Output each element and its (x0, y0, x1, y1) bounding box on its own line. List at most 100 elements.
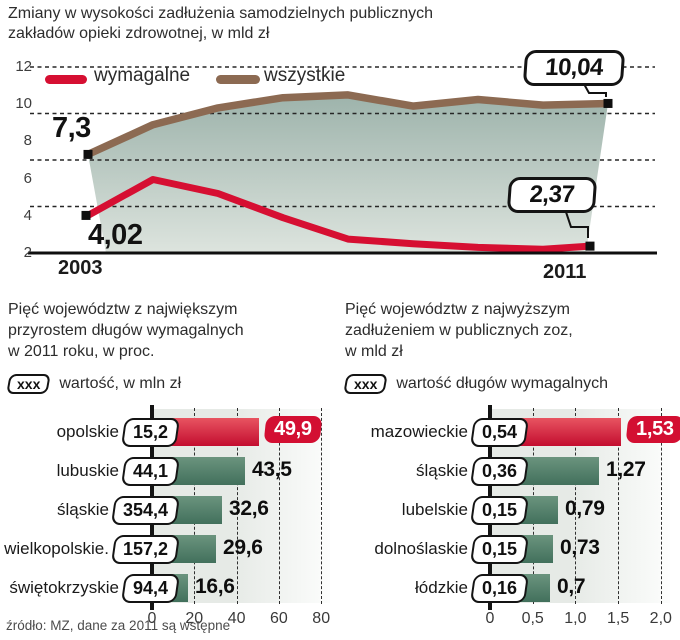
gridline (278, 408, 280, 604)
x-tick-label: 0 (485, 610, 495, 627)
category-label: śląskie (56, 500, 109, 519)
bar-value: 1,27 (606, 458, 646, 481)
bar-value: 0,79 (565, 497, 605, 520)
row-label-group: śląskie 354,4 (56, 493, 181, 527)
y-tick-label: 4 (23, 206, 32, 224)
value-tag: 0,16 (469, 573, 530, 603)
row-label-group: świętokrzyskie 94,4 (9, 571, 181, 605)
tag-value: 354,4 (122, 499, 168, 520)
bar-value: 43,5 (252, 458, 292, 481)
bar-value: 29,6 (223, 536, 263, 559)
x-tick-label: 1,5 (606, 610, 630, 627)
point-marker (603, 98, 613, 108)
legend-swatch-wszystkie (216, 75, 260, 84)
left-chart-subtitle: Pięć województw z największym przyrostem… (8, 301, 244, 361)
value-tag: 354,4 (110, 495, 181, 525)
bar-value: 0,73 (560, 536, 600, 559)
gridline (575, 408, 577, 604)
category-label: świętokrzyskie (9, 578, 119, 597)
value-tag: 94,4 (120, 573, 181, 603)
category-label: łódzkie (415, 578, 468, 597)
value-tag: 0,36 (469, 456, 530, 486)
bar-chart-przyrost-dlugow: opolskie 15,2 49,9 lubuskie 44,1 43,5 śląskie 3… (0, 405, 340, 640)
legend-label-wszystkie: wszystkie (264, 65, 346, 86)
tag-value: 94,4 (132, 577, 168, 598)
row-label-group: mazowieckie 0,54 (370, 415, 530, 449)
x-tick-label: 40 (227, 610, 246, 627)
bar-value: 32,6 (229, 497, 269, 520)
x-tick-label: 2,0 (649, 610, 672, 627)
gridline (321, 408, 323, 604)
bar-value: 16,6 (195, 575, 235, 598)
tag-value: 0,36 (481, 460, 517, 481)
left-chart-legend: xxx wartość, w mln zł (6, 374, 182, 394)
category-label: wielkopolskie. (4, 539, 109, 558)
tag-value: 44,1 (132, 460, 168, 481)
xxx-tag-icon: xxx (6, 374, 52, 394)
bar-value: 0,7 (557, 575, 586, 598)
x-tick-label: 1,0 (564, 610, 587, 627)
tag-value: 0,15 (481, 538, 517, 559)
y-tick-label: 10 (15, 95, 32, 113)
point-marker (585, 241, 595, 251)
bar-value: 1,53 (636, 418, 674, 440)
tag-value: 0,15 (481, 499, 517, 520)
start-value-wymagalne: 4,02 (88, 219, 143, 251)
gridline (236, 408, 238, 604)
category-label: opolskie (56, 422, 119, 441)
x-label-2011: 2011 (543, 261, 587, 283)
end-callout-wymagalne: 2,37 (506, 177, 598, 213)
legend-swatch-wymagalne (45, 75, 87, 84)
tag-value: 15,2 (132, 421, 168, 442)
row-label-group: lubelskie 0,15 (402, 493, 530, 527)
x-tick-label: 0,5 (521, 610, 544, 627)
row-label-group: dolnoślaskie 0,15 (374, 532, 530, 566)
bar-chart-zadluzenie: mazowieckie 0,54 1,53 śląskie 0,36 1,27 lubels… (340, 405, 680, 640)
bar-value: 49,9 (274, 418, 312, 440)
row-label-group: śląskie 0,36 (415, 454, 530, 488)
row-label-group: łódzkie 0,16 (415, 571, 530, 605)
tag-value: 157,2 (122, 538, 168, 559)
gridline (618, 408, 620, 604)
chart-title: Zmiany w wysokości zadłużenia samodzieln… (8, 5, 434, 43)
tag-value: 0,54 (481, 421, 517, 442)
category-label: lubuskie (56, 461, 119, 480)
y-tick-label: 6 (23, 169, 32, 187)
row-label-group: wielkopolskie. 157,2 (4, 532, 181, 566)
start-value-wszystkie: 7,3 (52, 112, 91, 144)
area-fill-wszystkie (88, 94, 608, 254)
xxx-tag-icon: xxx (343, 374, 389, 394)
category-label: śląskie (415, 461, 468, 480)
row-label-group: lubuskie 44,1 (56, 454, 181, 488)
y-tick-label: 8 (23, 132, 32, 150)
right-chart-legend: xxx wartość długów wymagalnych (343, 374, 609, 394)
right-chart-subtitle: Pięć województw z najwyższym zadłużeniem… (345, 301, 573, 361)
bar-value-highlight: 49,9 (263, 416, 323, 443)
legend-label-wymagalne: wymagalne (94, 65, 191, 86)
category-label: mazowieckie (370, 422, 468, 441)
x-tick-label: 60 (269, 610, 288, 627)
end-callout-wszystkie: 10,04 (522, 50, 626, 86)
value-tag: 0,54 (469, 417, 530, 447)
x-tick-label: 20 (185, 610, 204, 627)
x-label-2003: 2003 (58, 257, 103, 279)
value-tag: 15,2 (120, 417, 181, 447)
value-tag: 0,15 (469, 534, 530, 564)
source-note: źródło: MZ, dane za 2011 są wstępne (6, 618, 231, 633)
value-tag: 157,2 (110, 534, 181, 564)
x-tick-label: 0 (147, 610, 157, 627)
gridline (660, 408, 662, 604)
value-tag: 44,1 (120, 456, 181, 486)
right-legend-label: wartość długów wymagalnych (396, 375, 609, 392)
row-label-group: opolskie 15,2 (56, 415, 181, 449)
left-legend-label: wartość, w mln zł (59, 375, 182, 392)
line-chart (28, 66, 657, 255)
callout-connector (565, 211, 589, 238)
tag-value: 0,16 (481, 577, 517, 598)
line-wszystkie (84, 91, 612, 159)
category-label: dolnoślaskie (374, 539, 468, 558)
value-tag: 0,15 (469, 495, 530, 525)
y-tick-label: 12 (15, 58, 32, 75)
point-marker (83, 149, 93, 159)
